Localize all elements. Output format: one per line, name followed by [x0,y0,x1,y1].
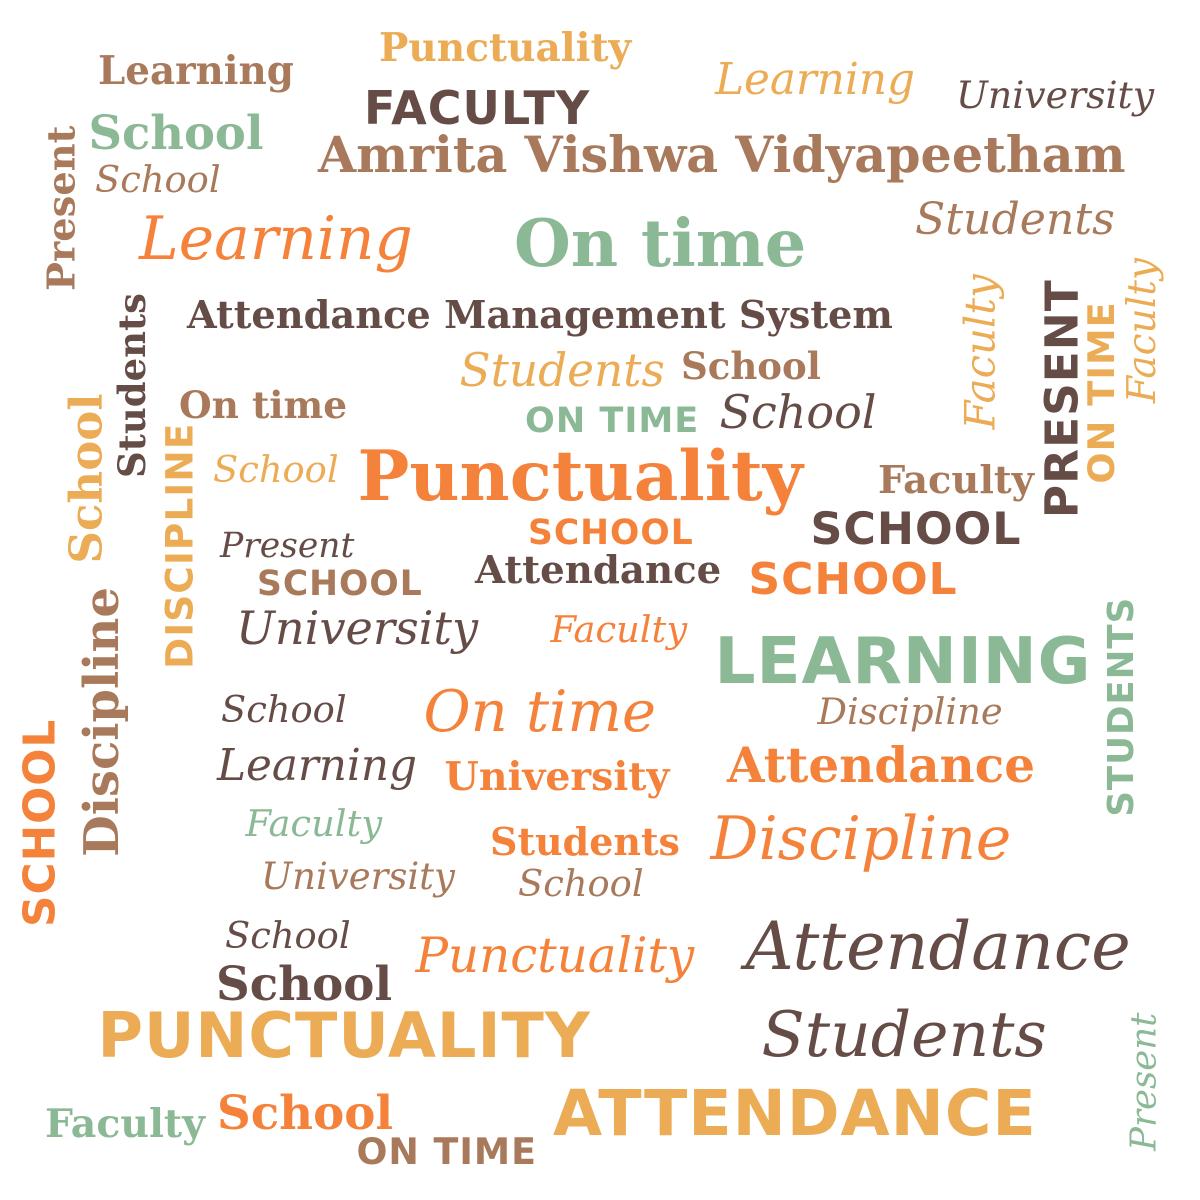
cloud-word: Learning [139,204,413,274]
cloud-word: Faculty [1119,257,1165,403]
cloud-word: SCHOOL [257,563,423,604]
cloud-word: ON TIME [356,1130,537,1173]
cloud-word: Faculty [955,274,1005,430]
cloud-word: Learning [98,48,294,94]
cloud-word: FACULTY [364,81,591,135]
cloud-word: University [236,601,479,655]
cloud-word: SCHOOL [528,512,694,553]
cloud-word: ATTENDANCE [553,1076,1037,1150]
cloud-word: Attendance [475,547,722,593]
cloud-word: On time [179,383,348,427]
cloud-word: School [518,861,644,905]
cloud-word: Students [459,343,665,397]
cloud-word: School [216,956,393,1012]
cloud-word: SCHOOL [748,554,958,605]
cloud-word: School [59,393,113,564]
cloud-word: Discipline [817,689,1003,733]
cloud-word: University [956,73,1155,117]
cloud-word: Faculty [245,801,383,845]
cloud-word: Faculty [878,458,1034,503]
cloud-word: School [95,157,221,201]
cloud-word: School [217,1085,394,1141]
cloud-word: School [221,687,347,731]
cloud-word: Attendance Management System [187,293,893,338]
cloud-word: Students [109,292,154,478]
cloud-word: Attendance [745,906,1131,985]
cloud-word: STUDENTS [1101,596,1143,817]
cloud-word: School [719,385,877,439]
cloud-word: School [225,913,351,957]
cloud-word: Discipline [73,587,130,857]
cloud-word: Attendance [727,738,1035,794]
cloud-word: Discipline [710,804,1012,874]
cloud-word: Punctuality [379,24,632,71]
cloud-word: School [681,343,821,388]
cloud-word: University [261,854,455,898]
cloud-word: PRESENT [1035,278,1089,518]
cloud-word: SCHOOL [14,718,66,927]
cloud-word: School [88,105,264,160]
cloud-word: ON TIME [525,399,700,441]
cloud-word: Faculty [45,1100,206,1147]
cloud-word: Faculty [550,607,688,651]
cloud-word: Amrita Vishwa Vidyapeetham [318,125,1126,184]
cloud-word: PUNCTUALITY [97,999,591,1072]
cloud-word: Students [761,996,1047,1071]
cloud-word: Learning [715,54,916,105]
cloud-word: On time [423,678,657,745]
cloud-word: School [213,447,339,491]
cloud-word: Students [915,194,1115,245]
cloud-word: LEARNING [714,624,1092,699]
cloud-word: Present [38,125,84,291]
cloud-word: On time [514,205,807,282]
cloud-word: Present [1123,1012,1165,1151]
cloud-word: University [444,753,670,800]
cloud-word: Punctuality [357,435,803,517]
cloud-word: Students [490,819,680,864]
cloud-word: Present [220,525,355,566]
cloud-word: SCHOOL [810,504,1022,555]
cloud-word: DISCIPLINE [157,422,202,669]
cloud-word: Punctuality [415,928,695,984]
cloud-word: Learning [217,740,418,791]
cloud-word: ON TIME [1079,300,1123,484]
